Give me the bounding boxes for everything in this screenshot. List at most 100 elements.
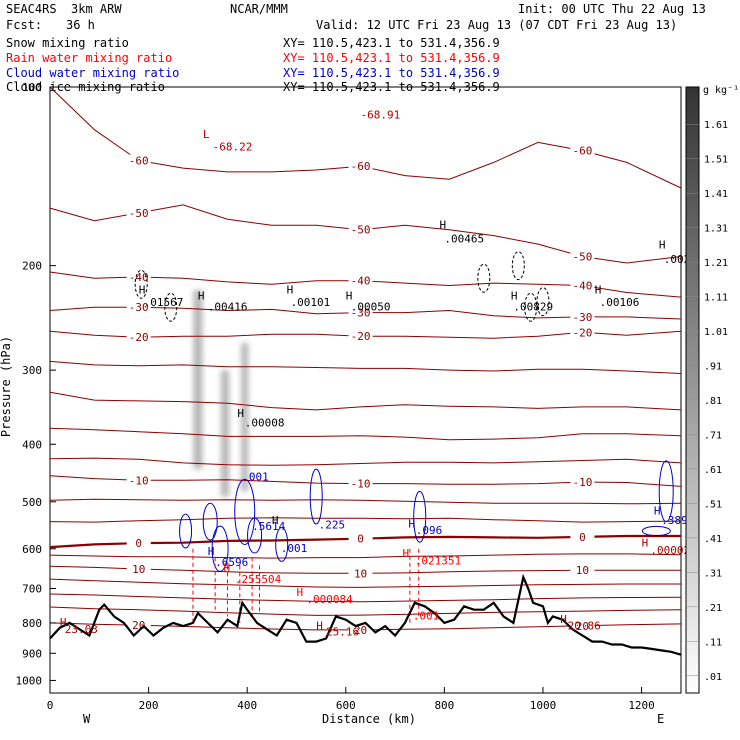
contour-label-bg — [570, 619, 595, 631]
snow-streak — [221, 370, 230, 497]
temperature-contour — [49, 360, 682, 374]
contour-label: -30 — [129, 301, 149, 314]
extremum-label: .096 — [416, 524, 443, 537]
snow-streak — [193, 290, 203, 469]
extremum-label: .225 — [319, 519, 346, 532]
y-tick-label: 200 — [22, 260, 42, 273]
colorbar-label: .11 — [704, 637, 722, 648]
colorbar-label: 1.61 — [704, 120, 728, 131]
x-axis-title: Distance (km) — [322, 712, 416, 726]
extremum-label: .00465 — [444, 233, 484, 246]
extremum-label: .6596 — [215, 556, 248, 569]
contour-label-bg — [570, 326, 595, 338]
extremum-label: H — [346, 289, 353, 302]
extremum-label: .001 — [281, 542, 308, 555]
contour-label: -10 — [572, 476, 592, 489]
contour-label-bg — [348, 223, 373, 235]
extremum-label: .001 — [242, 470, 269, 483]
contour-label-bg — [126, 206, 151, 218]
contour-label-bg — [126, 270, 151, 282]
extremum-label: H — [296, 586, 303, 599]
extremum-label: .5614 — [252, 520, 285, 533]
contour-label-bg — [348, 623, 373, 635]
contour-label: 10 — [132, 563, 145, 576]
extremum-label: H — [439, 218, 446, 231]
colorbar-label: 1.11 — [704, 293, 728, 304]
x-tick-label: 1000 — [530, 699, 557, 712]
extremum-label: L — [203, 128, 210, 141]
temperature-contour — [49, 391, 682, 411]
colorbar-label: .01 — [704, 672, 722, 683]
temperature-contour — [49, 498, 682, 505]
extremum-label: H — [511, 289, 518, 302]
y-tick-label: 900 — [22, 647, 42, 660]
extremum-label: .00002 — [650, 544, 690, 557]
x-tick-label: 1200 — [628, 699, 655, 712]
extremum-label: H — [595, 284, 602, 297]
extremum-label: .00106 — [600, 296, 640, 309]
plot-frame — [49, 86, 682, 694]
extremum-label: H — [316, 619, 323, 632]
cloud-ice-contour — [477, 263, 491, 293]
field-name-cloud-water: Cloud water mixing ratio — [6, 66, 180, 80]
contour-label: -60 — [129, 154, 149, 167]
x-axis-east-label: E — [657, 712, 665, 726]
contour-label-bg — [570, 144, 595, 156]
contour-label-bg — [348, 306, 373, 318]
cloud-water-contour — [641, 525, 671, 537]
y-tick-label: 100 — [22, 81, 42, 94]
contour-label-bg — [126, 537, 151, 549]
contour-label-bg — [570, 564, 595, 576]
contour-label: 20 — [576, 620, 589, 633]
extremum-label: .255504 — [235, 573, 282, 586]
contour-label: 0 — [135, 537, 142, 550]
colorbar-label: 1.01 — [704, 327, 728, 338]
x-tick-label: 400 — [237, 699, 257, 712]
contour-label: -60 — [572, 145, 592, 158]
cloud-water-contour — [179, 513, 193, 549]
extremum-label: .00008 — [245, 416, 285, 429]
y-tick-label: 400 — [22, 438, 42, 451]
y-tick-label: 700 — [22, 583, 42, 596]
colorbar-label: 1.21 — [704, 258, 728, 269]
extremum-label: .00416 — [208, 300, 248, 313]
colorbar-label: .41 — [704, 534, 722, 545]
contour-label-bg — [570, 310, 595, 322]
contour-label: -40 — [129, 271, 149, 284]
contour-label-bg — [348, 477, 373, 489]
extremum-label: H — [287, 284, 294, 297]
contour-label: -60 — [351, 160, 371, 173]
y-tick-label: 800 — [22, 617, 42, 630]
field-xy-snow: XY= 110.5,423.1 to 531.4,356.9 — [283, 36, 500, 50]
terrain-line — [49, 573, 682, 656]
forecast-hour: 36 h — [66, 18, 95, 32]
contour-label-bg — [126, 154, 151, 166]
field-name-rain: Rain water mixing ratio — [6, 51, 173, 65]
temperature-contour — [49, 606, 682, 616]
contour-label-bg — [348, 567, 373, 579]
cloud-ice-contour — [524, 292, 538, 322]
cloud-water-contour — [413, 490, 427, 543]
contour-label-bg — [348, 330, 373, 342]
colorbar-gradient — [685, 86, 700, 694]
contour-label-bg — [570, 250, 595, 262]
extremum-label: .00050 — [351, 300, 391, 313]
extremum-label: .00101 — [291, 296, 331, 309]
contour-label-bg — [570, 279, 595, 291]
valid-time: Valid: 12 UTC Fri 23 Aug 13 (07 CDT Fri … — [316, 18, 678, 32]
cloud-ice-contours — [134, 251, 550, 322]
field-name-snow: Snow mixing ratio — [6, 36, 129, 50]
cloud-water-contour — [309, 468, 323, 525]
contour-label-bg — [570, 475, 595, 487]
contour-label: 20 — [354, 624, 367, 637]
cloud-ice-contour — [536, 287, 550, 317]
extremum-label: H — [272, 514, 279, 527]
cloud-water-contour — [234, 478, 256, 545]
colorbar: 1.61 1.51 1.41 1.31 1.21 1.11 1.01 .91 .81 .71 .61… — [685, 86, 728, 694]
colorbar-label: .51 — [704, 499, 722, 510]
snow-streak — [241, 342, 249, 492]
extremum-label: H — [224, 561, 231, 574]
extremum-label: H — [60, 616, 67, 629]
